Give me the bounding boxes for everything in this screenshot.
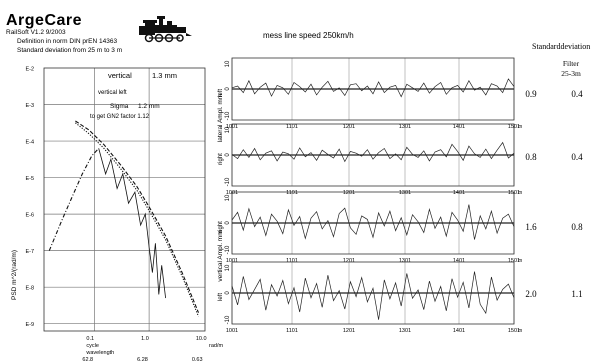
psd-y-label: PSD m^2/(rad/m) [11,250,18,300]
psd-y-tick: E-4 [25,140,34,146]
legend-sigma-value: 1.2 mm [138,103,160,110]
psd-x-tick: 0.1 [86,336,94,342]
panel-x-tick: 1001 [226,258,238,264]
panel-y-tick: 10 [225,60,231,67]
panel-y-tick: 10 [225,126,231,133]
panel-x-tick: 1201 [343,258,355,264]
wavelength-tick: 0.63 [192,357,203,363]
psd-y-tick: E-6 [25,213,34,219]
panel-y-tick: -10 [225,111,231,120]
psd-x-tick: 1.0 [141,336,149,342]
panel-x-unit: m [518,258,522,264]
panel-y-tick: 10 [225,264,231,271]
legend-factor-text: to get GN2 factor 1.12 [90,114,150,120]
psd-y-tick: E-3 [25,103,34,109]
std-range-text: Standard deviation from 25 m to 3 m [17,47,122,54]
std-value-4: 2.0 [525,289,537,299]
legend-vertical-label: vertical [108,71,132,80]
chart-title: mess line speed 250km/h [263,31,354,40]
panel-trace [231,141,515,163]
panel-y-tick: 0 [225,87,231,91]
psd-series-1 [75,120,200,313]
std-value-2: 0.8 [525,152,537,162]
panel-x-tick: 1101 [286,328,298,334]
filter-label-line1: Filter [563,59,580,68]
panel-x-unit: m [518,190,522,196]
psd-chart: E-2 E-3 E-4 E-5 E-6 E-7 E-8 E-9 0.1 1.0 10.0 cycle r… [11,67,223,363]
panel-trace [231,204,515,240]
definition-text: Definition in norm DIN prEN 14363 [17,38,117,45]
panel-side-label: right [218,153,224,165]
panel-x-unit: m [518,124,522,130]
panel-trace [231,78,515,98]
legend-sigma-label: Sigma [110,103,129,110]
psd-frame [43,67,206,332]
panel-y-tick: -10 [225,315,231,324]
psd-y-tick: E-2 [25,67,34,73]
panel-x-tick: 1501 [508,328,520,334]
panel-x-tick: 1501 [508,258,520,264]
std-value-1: 0.9 [525,89,537,99]
std-table: 0.9 0.4 0.8 0.4 1.6 0.8 2.0 1.1 [525,89,583,299]
legend-vertical-value: 1.3 mm [152,71,177,80]
panel-side-label: left [218,293,224,301]
psd-series-3 [48,148,100,251]
panel-y-tick: -10 [225,177,231,186]
panel-x-unit: m [518,328,522,334]
psd-series-4 [98,148,166,299]
panel-x-tick: 1301 [399,328,411,334]
std-value-3: 1.6 [525,222,537,232]
panel-side-label: right [218,221,224,233]
psd-y-tick: E-9 [25,322,34,328]
brand-title: ArgeCare [6,12,82,29]
steam-locomotive-icon [139,16,192,43]
panel-x-tick: 1101 [286,258,298,264]
panel-x-tick: 1001 [226,328,238,334]
panel-y-tick: 0 [225,221,231,225]
panel-x-tick: 1401 [453,258,465,264]
lateral-axis-label: lateral Ampl. mm [217,94,224,142]
panel-y-tick: -10 [225,245,231,254]
filter-value-1: 0.4 [571,89,583,99]
wavelength-label: wavelength [85,350,114,356]
psd-x-tick: 10.0 [196,336,207,342]
psd-x-unit: rad/m [209,343,223,349]
psd-series-2 [75,122,200,317]
std-heading: Standarddeviation [532,42,590,51]
psd-y-tick: E-7 [25,249,34,255]
vertical-axis-label: vertical Ampl. mm [217,230,224,281]
psd-y-tick: E-8 [25,286,34,292]
panel-y-tick: 10 [225,194,231,201]
panel-x-tick: 1301 [399,258,411,264]
filter-value-3: 0.8 [571,222,583,232]
wavelength-tick: 6.28 [137,357,148,363]
panel-x-tick: 1201 [343,328,355,334]
panel-x-tick: 1401 [453,328,465,334]
legend-vertical-left: vertical left [98,90,127,96]
panel-trace [231,271,515,320]
panel-y-tick: 0 [225,291,231,295]
wavelength-tick: 62.8 [82,357,93,363]
filter-value-4: 1.1 [571,289,582,299]
psd-y-tick: E-5 [25,176,34,182]
psd-x-sub-label: cycle [86,343,99,349]
panel-y-tick: 0 [225,153,231,157]
panel-side-label: left [218,89,224,97]
filter-value-2: 0.4 [571,152,583,162]
version-text: RailSoft V1.2 9/2003 [6,29,66,36]
filter-label-line2: 25-3m [561,69,581,78]
